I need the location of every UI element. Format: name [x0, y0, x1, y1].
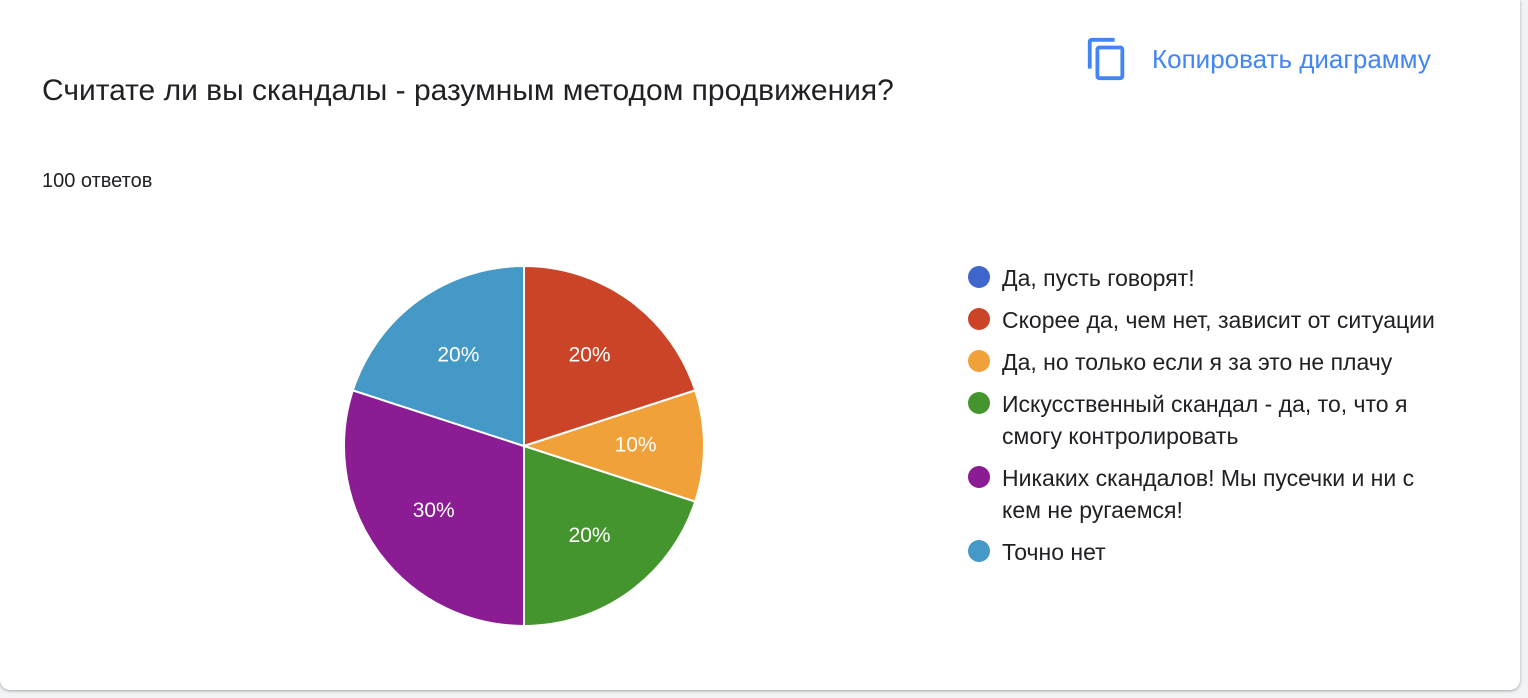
legend-label: Никаких скандалов! Мы пусечки и ни с кем… [1002, 465, 1415, 523]
chart-legend: Да, пусть говорят! Скорее да, чем нет, за… [968, 262, 1448, 578]
pie-slice [523, 444, 697, 628]
legend-color-dot [968, 308, 990, 330]
slice-label: 20% [437, 343, 479, 366]
legend-label: Искусственный скандал - да, то, что я см… [1002, 391, 1408, 449]
slice-label: 10% [615, 434, 657, 457]
slice-label: 30% [413, 499, 455, 522]
pie-slice [343, 389, 525, 628]
legend-color-dot [968, 540, 990, 562]
legend-item: Искусственный скандал - да, то, что я см… [968, 388, 1448, 452]
pie-chart: 20% 10% 20% 30% 20% [343, 264, 705, 628]
slice-label: 20% [569, 343, 611, 366]
copy-icon [1087, 37, 1125, 81]
legend-item: Да, пусть говорят! [968, 262, 1448, 294]
legend-label: Скорее да, чем нет, зависит от ситуации [1002, 307, 1435, 333]
legend-color-dot [968, 350, 990, 372]
legend-item: Точно нет [968, 536, 1448, 568]
legend-label: Точно нет [1002, 539, 1106, 565]
copy-chart-label: Копировать диаграмму [1152, 43, 1431, 74]
slice-label: 20% [569, 524, 611, 547]
pie-slice [351, 264, 525, 448]
legend-label: Да, но только если я за это не плачу [1002, 349, 1393, 375]
pie-slice [520, 389, 705, 503]
pie-slice [523, 264, 697, 448]
legend-color-dot [968, 466, 990, 488]
legend-item: Да, но только если я за это не плачу [968, 346, 1448, 378]
legend-item: Никаких скандалов! Мы пусечки и ни с кем… [968, 462, 1448, 526]
question-title: Считате ли вы скандалы - разумным методо… [42, 74, 894, 107]
legend-item: Скорее да, чем нет, зависит от ситуации [968, 304, 1448, 336]
legend-label: Да, пусть говорят! [1002, 265, 1195, 291]
legend-color-dot [968, 266, 990, 288]
legend-color-dot [968, 392, 990, 414]
response-count: 100 ответов [42, 170, 153, 192]
copy-chart-button[interactable]: Копировать диаграмму [1084, 34, 1431, 84]
